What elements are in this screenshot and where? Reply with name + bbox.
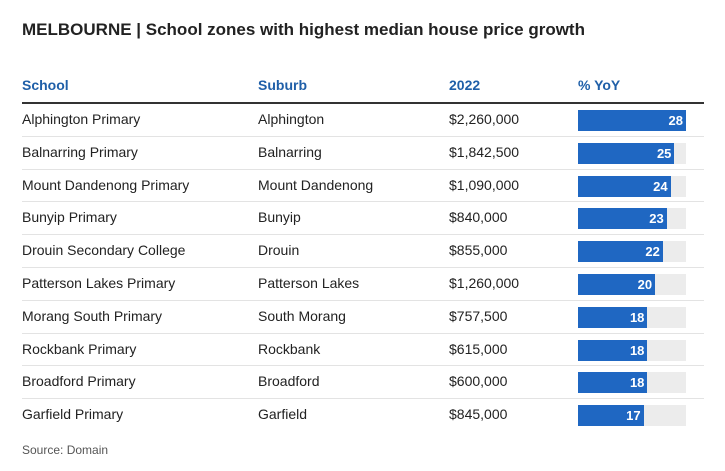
suburb-name: Alphington bbox=[258, 111, 325, 127]
yoy-bar: 25 bbox=[578, 142, 675, 164]
yoy-bar: 22 bbox=[578, 241, 663, 263]
median-price: $855,000 bbox=[449, 242, 508, 259]
yoy-bar-track: 23 bbox=[578, 208, 686, 230]
suburb-name: Balnarring bbox=[258, 143, 322, 160]
yoy-value-label: 17 bbox=[626, 408, 641, 424]
yoy-value-label: 23 bbox=[649, 211, 664, 227]
suburb-name: Bunyip bbox=[258, 209, 301, 226]
school-name: Mount Dandenong Primary bbox=[22, 176, 190, 193]
suburb-name: Broadford bbox=[258, 373, 320, 390]
table-row: Patterson Lakes Primary Patterson Lakes $1… bbox=[22, 268, 704, 301]
yoy-bar-track: 18 bbox=[578, 372, 686, 394]
table-body: Alphington Primary Alphington $2,260,000 28… bbox=[22, 104, 704, 431]
column-header-suburb: Suburb bbox=[258, 77, 307, 93]
column-header-school: School bbox=[22, 77, 69, 93]
median-price: $1,260,000 bbox=[449, 274, 520, 291]
school-name: Balnarring Primary bbox=[22, 143, 138, 160]
yoy-bar: 18 bbox=[578, 372, 648, 394]
yoy-value-label: 28 bbox=[668, 113, 683, 128]
table-row: Drouin Secondary College Drouin $855,000 22 bbox=[22, 235, 704, 268]
school-name: Bunyip Primary bbox=[22, 209, 117, 226]
median-price: $600,000 bbox=[449, 373, 508, 390]
table-row: Rockbank Primary Rockbank $615,000 18 bbox=[22, 334, 704, 367]
column-header-yoy: % YoY bbox=[578, 77, 621, 93]
yoy-bar-track: 24 bbox=[578, 175, 686, 197]
yoy-bar-track: 22 bbox=[578, 241, 686, 263]
median-price: $1,842,500 bbox=[449, 143, 520, 160]
school-name: Garfield Primary bbox=[22, 406, 124, 423]
table-row: Garfield Primary Garfield $845,000 17 bbox=[22, 399, 704, 431]
suburb-name: Garfield bbox=[258, 406, 308, 423]
suburb-name: Drouin bbox=[258, 242, 300, 259]
column-header-price: 2022 bbox=[449, 77, 481, 93]
yoy-bar: 18 bbox=[578, 339, 648, 361]
yoy-bar-track: 20 bbox=[578, 273, 686, 295]
yoy-bar: 20 bbox=[578, 273, 656, 295]
table-row: Balnarring Primary Balnarring $1,842,500 25 bbox=[22, 137, 704, 170]
yoy-bar-track: 18 bbox=[578, 339, 686, 361]
median-price: $845,000 bbox=[449, 406, 508, 423]
table-row: Morang South Primary South Morang $757,500… bbox=[22, 301, 704, 334]
median-price: $757,500 bbox=[449, 307, 508, 324]
school-name: Rockbank Primary bbox=[22, 340, 137, 357]
school-name: Broadford Primary bbox=[22, 373, 136, 390]
yoy-bar: 18 bbox=[578, 306, 648, 328]
source-note: Source: Domain bbox=[22, 443, 109, 457]
yoy-bar-track: 25 bbox=[578, 142, 686, 164]
yoy-value-label: 25 bbox=[656, 145, 672, 161]
school-name: Drouin Secondary College bbox=[22, 242, 186, 259]
school-name: Morang South Primary bbox=[22, 307, 163, 324]
suburb-name: Mount Dandenong bbox=[258, 176, 374, 193]
table-row: Bunyip Primary Bunyip $840,000 23 bbox=[22, 202, 704, 236]
yoy-bar-track: 28 bbox=[578, 110, 686, 131]
median-price: $1,090,000 bbox=[449, 176, 520, 193]
yoy-bar: 17 bbox=[578, 405, 644, 427]
yoy-value-label: 18 bbox=[629, 309, 645, 325]
yoy-bar: 23 bbox=[578, 208, 667, 230]
yoy-bar: 28 bbox=[578, 110, 686, 131]
school-name: Alphington Primary bbox=[22, 111, 141, 127]
yoy-bar-track: 17 bbox=[578, 405, 686, 427]
yoy-value-label: 22 bbox=[645, 244, 660, 260]
yoy-value-label: 24 bbox=[653, 178, 668, 194]
yoy-value-label: 18 bbox=[629, 342, 645, 358]
suburb-name: South Morang bbox=[258, 307, 346, 324]
yoy-value-label: 18 bbox=[629, 375, 645, 391]
median-price: $840,000 bbox=[449, 209, 508, 226]
median-price: $2,260,000 bbox=[449, 111, 520, 127]
yoy-bar-track: 18 bbox=[578, 306, 686, 328]
chart-title: MELBOURNE | School zones with highest me… bbox=[22, 20, 585, 39]
table-header: School Suburb 2022 % YoY bbox=[22, 74, 704, 104]
table-row: Alphington Primary Alphington $2,260,000 28 bbox=[22, 104, 704, 137]
median-price: $615,000 bbox=[449, 340, 508, 357]
table-row: Broadford Primary Broadford $600,000 18 bbox=[22, 366, 704, 400]
yoy-value-label: 20 bbox=[637, 276, 653, 292]
yoy-bar: 24 bbox=[578, 175, 671, 197]
suburb-name: Rockbank bbox=[258, 340, 321, 357]
school-name: Patterson Lakes Primary bbox=[22, 274, 176, 291]
table-row: Mount Dandenong Primary Mount Dandenong $1… bbox=[22, 170, 704, 203]
suburb-name: Patterson Lakes bbox=[258, 274, 360, 291]
